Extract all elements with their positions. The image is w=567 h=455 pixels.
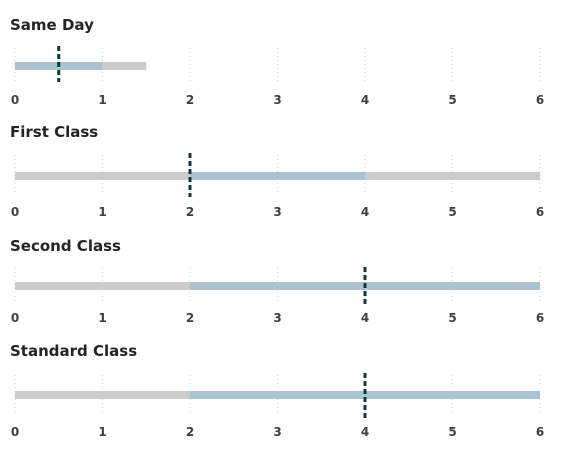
panel-title: Second Class: [10, 237, 121, 255]
tick-label: 6: [536, 311, 544, 325]
tick-label: 3: [273, 93, 281, 107]
tick-label: 3: [273, 425, 281, 439]
tick-label: 1: [98, 425, 106, 439]
tick-label: 3: [273, 205, 281, 219]
tick-label: 2: [186, 311, 194, 325]
tick-label: 1: [98, 93, 106, 107]
bullet-panel-2: First Class 0 1 2 3 4 5 6: [10, 123, 544, 219]
value-bar: [190, 391, 540, 399]
panel-title: First Class: [10, 123, 98, 141]
tick-label: 0: [11, 205, 19, 219]
tick-label: 0: [11, 425, 19, 439]
tick-label: 2: [186, 425, 194, 439]
panel-title: Same Day: [10, 16, 94, 34]
tick-label: 6: [536, 93, 544, 107]
tick-label: 6: [536, 205, 544, 219]
tick-label: 5: [448, 205, 456, 219]
tick-label: 2: [186, 205, 194, 219]
tick-label: 5: [448, 93, 456, 107]
bullet-panel-4: Standard Class 0 1 2 3 4 5 6: [10, 342, 544, 439]
value-bar: [190, 172, 365, 180]
tick-label: 6: [536, 425, 544, 439]
tick-label: 2: [186, 93, 194, 107]
tick-label: 0: [11, 93, 19, 107]
tick-label: 5: [448, 311, 456, 325]
tick-label: 1: [98, 311, 106, 325]
tick-label: 4: [361, 205, 369, 219]
panel-title: Standard Class: [10, 342, 137, 360]
bullet-panel-3: Second Class 0 1 2 3 4 5 6: [10, 237, 544, 325]
tick-label: 4: [361, 311, 369, 325]
tick-label: 4: [361, 425, 369, 439]
tick-label: 3: [273, 311, 281, 325]
tick-label: 1: [98, 205, 106, 219]
tick-label: 5: [448, 425, 456, 439]
tick-label: 0: [11, 311, 19, 325]
tick-label: 4: [361, 93, 369, 107]
bullet-panel-1: Same Day 0 1 2 3 4 5 6: [10, 16, 544, 107]
